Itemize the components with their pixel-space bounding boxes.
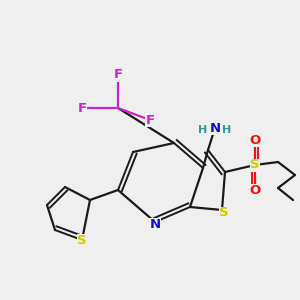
Text: F: F [113, 68, 123, 82]
Text: S: S [77, 233, 87, 247]
Text: O: O [249, 134, 261, 146]
Text: H: H [222, 125, 232, 135]
Text: N: N [209, 122, 220, 134]
Text: F: F [146, 113, 154, 127]
Text: S: S [250, 158, 260, 172]
Text: H: H [198, 125, 208, 135]
Text: F: F [77, 101, 87, 115]
Text: N: N [149, 218, 161, 230]
Text: S: S [219, 206, 229, 220]
Text: O: O [249, 184, 261, 196]
